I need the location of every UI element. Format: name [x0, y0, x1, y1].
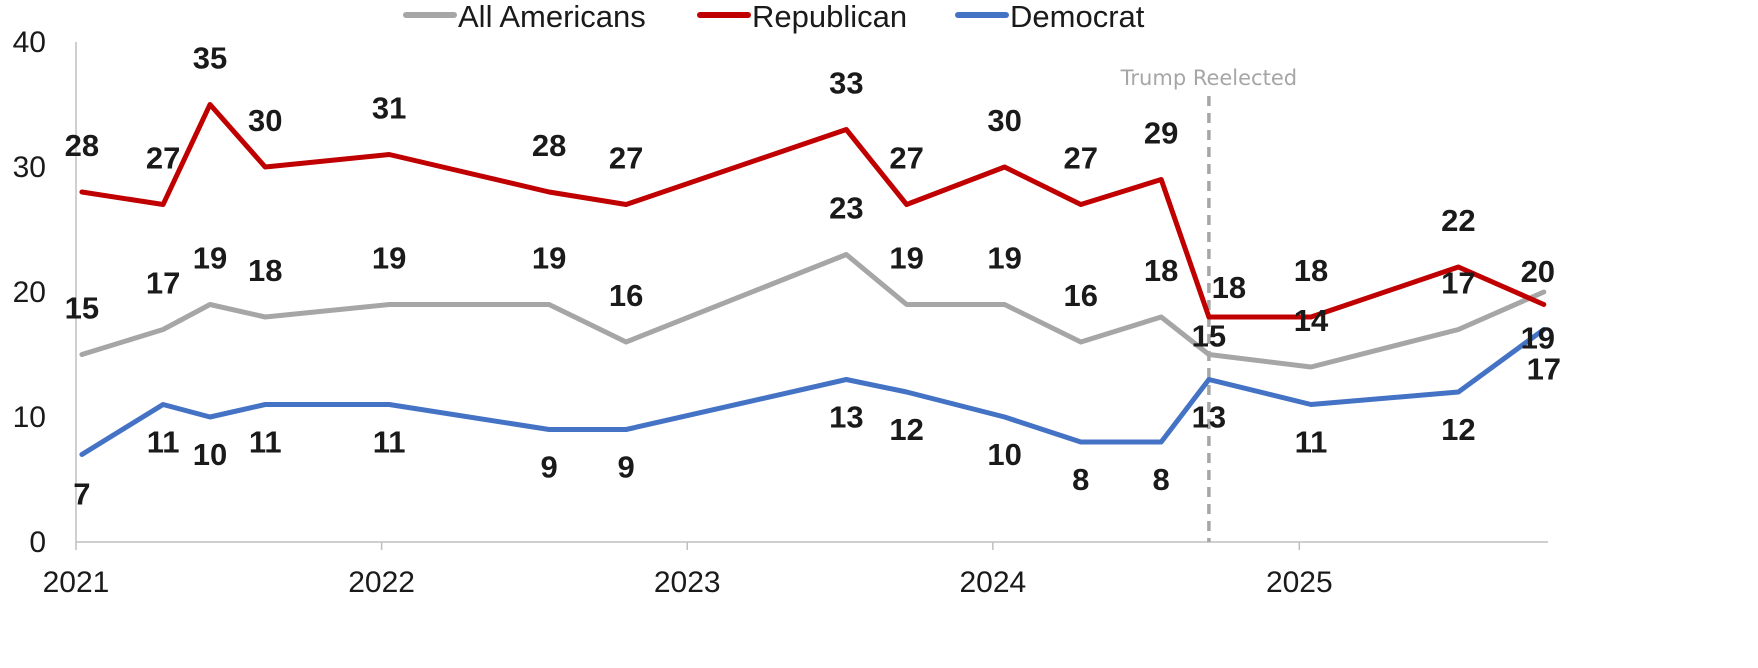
y-tick-label: 20 [13, 276, 46, 309]
data-label-all-americans: 16 [609, 278, 643, 313]
annotation-label: Trump Reelected [1120, 66, 1297, 90]
data-label-republican: 31 [372, 91, 406, 126]
data-label-all-americans: 23 [829, 191, 863, 226]
data-label-all-americans: 19 [372, 241, 406, 276]
series-lines [79, 102, 1547, 457]
x-tick-label: 2025 [1266, 566, 1333, 599]
x-tick-label: 2022 [348, 566, 415, 599]
data-label-democrat: 11 [147, 425, 180, 460]
series-line-democrat [79, 327, 1547, 457]
data-label-democrat: 11 [1295, 425, 1328, 460]
data-label-democrat: 8 [1153, 462, 1170, 497]
x-tick-label: 2023 [654, 566, 721, 599]
data-label-all-americans: 19 [193, 241, 227, 276]
x-axis: 2021 2022 2023 2024 2025 [43, 541, 1548, 599]
data-label-democrat: 9 [540, 450, 557, 485]
data-label-republican: 28 [532, 128, 566, 163]
series-line-republican [79, 102, 1547, 320]
data-label-all-americans: 19 [532, 241, 566, 276]
data-label-all-americans: 20 [1521, 254, 1555, 289]
data-label-republican: 27 [1064, 141, 1098, 176]
data-label-all-americans: 18 [248, 253, 282, 288]
data-label-democrat: 17 [1527, 352, 1561, 387]
data-label-democrat: 9 [617, 450, 634, 485]
data-label-democrat: 13 [829, 400, 863, 435]
data-label-democrat: 10 [193, 437, 227, 472]
data-label-republican: 30 [987, 103, 1021, 138]
data-label-republican: 18 [1212, 270, 1246, 305]
data-label-all-americans: 17 [1441, 266, 1475, 301]
data-label-republican: 27 [146, 141, 180, 176]
data-label-all-americans: 16 [1064, 278, 1098, 313]
data-label-republican: 19 [1521, 321, 1555, 356]
legend-label-democrat: Democrat [1010, 0, 1145, 34]
y-axis: 0 10 20 30 40 [13, 26, 77, 559]
y-tick-label: 0 [29, 526, 46, 559]
data-label-democrat: 7 [73, 477, 90, 512]
data-label-republican: 27 [889, 141, 923, 176]
data-label-all-americans: 18 [1144, 253, 1178, 288]
y-tick-label: 10 [13, 401, 46, 434]
data-label-democrat: 12 [889, 412, 923, 447]
data-label-republican: 27 [609, 141, 643, 176]
x-tick-label: 2021 [43, 566, 110, 599]
data-label-democrat: 8 [1072, 462, 1089, 497]
data-label-all-americans: 17 [146, 266, 180, 301]
data-label-republican: 22 [1441, 203, 1475, 238]
data-label-republican: 30 [248, 103, 282, 138]
data-label-all-americans: 19 [889, 241, 923, 276]
data-label-republican: 33 [829, 66, 863, 101]
legend-label-all-americans: All Americans [458, 0, 646, 34]
y-tick-label: 40 [13, 26, 46, 59]
data-label-democrat: 10 [987, 437, 1021, 472]
data-label-democrat: 11 [373, 425, 406, 460]
x-tick-label: 2024 [959, 566, 1026, 599]
series-line-all-americans [79, 252, 1547, 370]
data-label-all-americans: 15 [1192, 319, 1226, 354]
data-label-republican: 18 [1294, 253, 1328, 288]
y-tick-label: 30 [13, 151, 46, 184]
legend: All Americans Republican Democrat [403, 0, 1145, 34]
data-label-democrat: 11 [249, 425, 282, 460]
data-label-democrat: 13 [1192, 400, 1226, 435]
data-label-republican: 28 [65, 128, 99, 163]
data-label-all-americans: 15 [65, 291, 99, 326]
data-label-democrat: 12 [1441, 412, 1475, 447]
data-label-all-americans: 14 [1294, 303, 1329, 338]
data-label-republican: 29 [1144, 116, 1178, 151]
legend-label-republican: Republican [752, 0, 907, 34]
data-label-republican: 35 [193, 41, 227, 76]
data-label-all-americans: 19 [987, 241, 1021, 276]
